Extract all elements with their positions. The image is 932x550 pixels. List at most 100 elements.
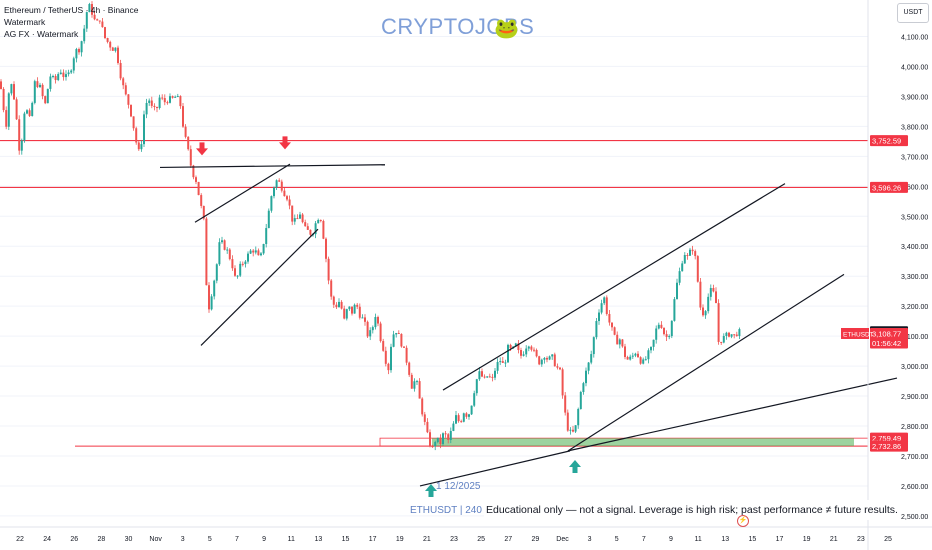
bullish-candle xyxy=(647,350,650,360)
bullish-candle xyxy=(473,393,476,406)
indicator-label: Watermark xyxy=(4,17,46,27)
bullish-candle xyxy=(681,263,684,272)
x-tick-label: 21 xyxy=(423,536,431,543)
bearish-candle xyxy=(423,414,426,422)
bearish-candle xyxy=(5,110,8,127)
bearish-candle xyxy=(319,220,322,222)
x-tick-label: 15 xyxy=(342,536,350,543)
bullish-candle xyxy=(293,218,296,222)
y-tick-label: 3,900.00 xyxy=(901,94,928,101)
currency-unit-button[interactable]: USDT xyxy=(897,3,929,23)
y-tick-label: 2,800.00 xyxy=(901,424,928,431)
bullish-candle xyxy=(338,301,340,308)
trendline xyxy=(159,164,386,169)
bearish-candle xyxy=(41,84,44,97)
bullish-candle xyxy=(486,376,489,378)
bearish-candle xyxy=(387,363,390,371)
bullish-candle xyxy=(374,317,377,328)
bullish-candle xyxy=(540,359,543,365)
bearish-candle xyxy=(488,376,491,378)
bullish-candle xyxy=(683,255,686,264)
bearish-candle xyxy=(717,303,720,342)
x-tick-label: 17 xyxy=(776,536,784,543)
watermark-text: CRYPTOJOBS xyxy=(381,14,535,39)
bullish-candle xyxy=(527,346,530,349)
bullish-candle xyxy=(676,282,678,300)
bearish-candle xyxy=(36,81,39,88)
bullish-candle xyxy=(462,413,465,422)
bullish-candle xyxy=(392,334,395,347)
bullish-candle xyxy=(707,296,710,312)
bullish-candle xyxy=(249,250,252,254)
bullish-candle xyxy=(709,288,712,297)
price-label-box xyxy=(870,440,908,452)
bullish-candle xyxy=(72,58,75,71)
bearish-candle xyxy=(410,374,413,389)
bullish-candle xyxy=(395,332,398,335)
y-tick-label: 4,000.00 xyxy=(901,64,928,71)
bullish-candle xyxy=(507,344,509,363)
bullish-candle xyxy=(262,244,265,254)
x-tick-label: 22 xyxy=(16,536,24,543)
trendline xyxy=(442,183,786,391)
trendline xyxy=(567,377,898,452)
bullish-candle xyxy=(525,348,528,355)
bearish-candle xyxy=(137,142,140,150)
bullish-candle xyxy=(270,196,273,211)
bearish-candle xyxy=(327,258,330,281)
bullish-candle xyxy=(569,429,572,431)
bullish-candle xyxy=(361,317,364,319)
lightning-icon[interactable]: ⚡ xyxy=(737,515,749,527)
bearish-candle xyxy=(306,226,309,230)
trendline xyxy=(567,273,845,452)
bearish-candle xyxy=(150,100,153,106)
bearish-candle xyxy=(546,357,548,360)
bullish-candle xyxy=(85,12,88,29)
bullish-candle xyxy=(267,210,270,229)
bearish-candle xyxy=(195,177,197,182)
bearish-candle xyxy=(397,332,400,334)
symbol-tag-text: ETHUSDT xyxy=(843,331,874,338)
bullish-candle xyxy=(592,337,595,355)
bearish-candle xyxy=(421,398,424,415)
bullish-candle xyxy=(416,381,418,383)
x-tick-label: 11 xyxy=(694,536,701,543)
bearish-candle xyxy=(78,49,80,53)
bearish-candle xyxy=(54,76,57,81)
bullish-candle xyxy=(543,357,546,360)
bearish-candle xyxy=(530,346,533,350)
bearish-candle xyxy=(101,21,104,28)
bearish-candle xyxy=(439,437,442,445)
bullish-candle xyxy=(631,355,634,357)
bullish-candle xyxy=(652,339,655,347)
bullish-candle xyxy=(548,356,551,360)
bearish-candle xyxy=(330,280,333,297)
x-tick-label: 23 xyxy=(857,536,865,543)
bullish-candle xyxy=(603,297,606,304)
bearish-candle xyxy=(325,238,327,259)
bullish-candle xyxy=(642,359,645,364)
arrow-down-icon xyxy=(196,142,208,156)
bullish-candle xyxy=(504,362,507,364)
bullish-candle xyxy=(577,409,580,426)
x-tick-label: 13 xyxy=(721,536,729,543)
bearish-candle xyxy=(98,20,101,22)
bearish-candle xyxy=(280,181,283,191)
bullish-candle xyxy=(449,430,452,440)
bullish-candle xyxy=(598,312,600,322)
bullish-candle xyxy=(470,405,473,415)
bullish-candle xyxy=(657,324,660,329)
bullish-candle xyxy=(317,220,320,224)
x-tick-label: 11 xyxy=(288,536,295,543)
price-label-box xyxy=(870,327,908,339)
bullish-candle xyxy=(738,329,741,336)
bullish-candle xyxy=(52,76,54,78)
bearish-candle xyxy=(234,268,236,276)
bearish-candle xyxy=(696,256,699,282)
trendline xyxy=(200,228,319,346)
bearish-candle xyxy=(733,334,736,336)
bullish-candle xyxy=(371,327,374,331)
bearish-candle xyxy=(444,433,447,435)
bullish-candle xyxy=(213,280,216,297)
trendline xyxy=(419,450,571,487)
